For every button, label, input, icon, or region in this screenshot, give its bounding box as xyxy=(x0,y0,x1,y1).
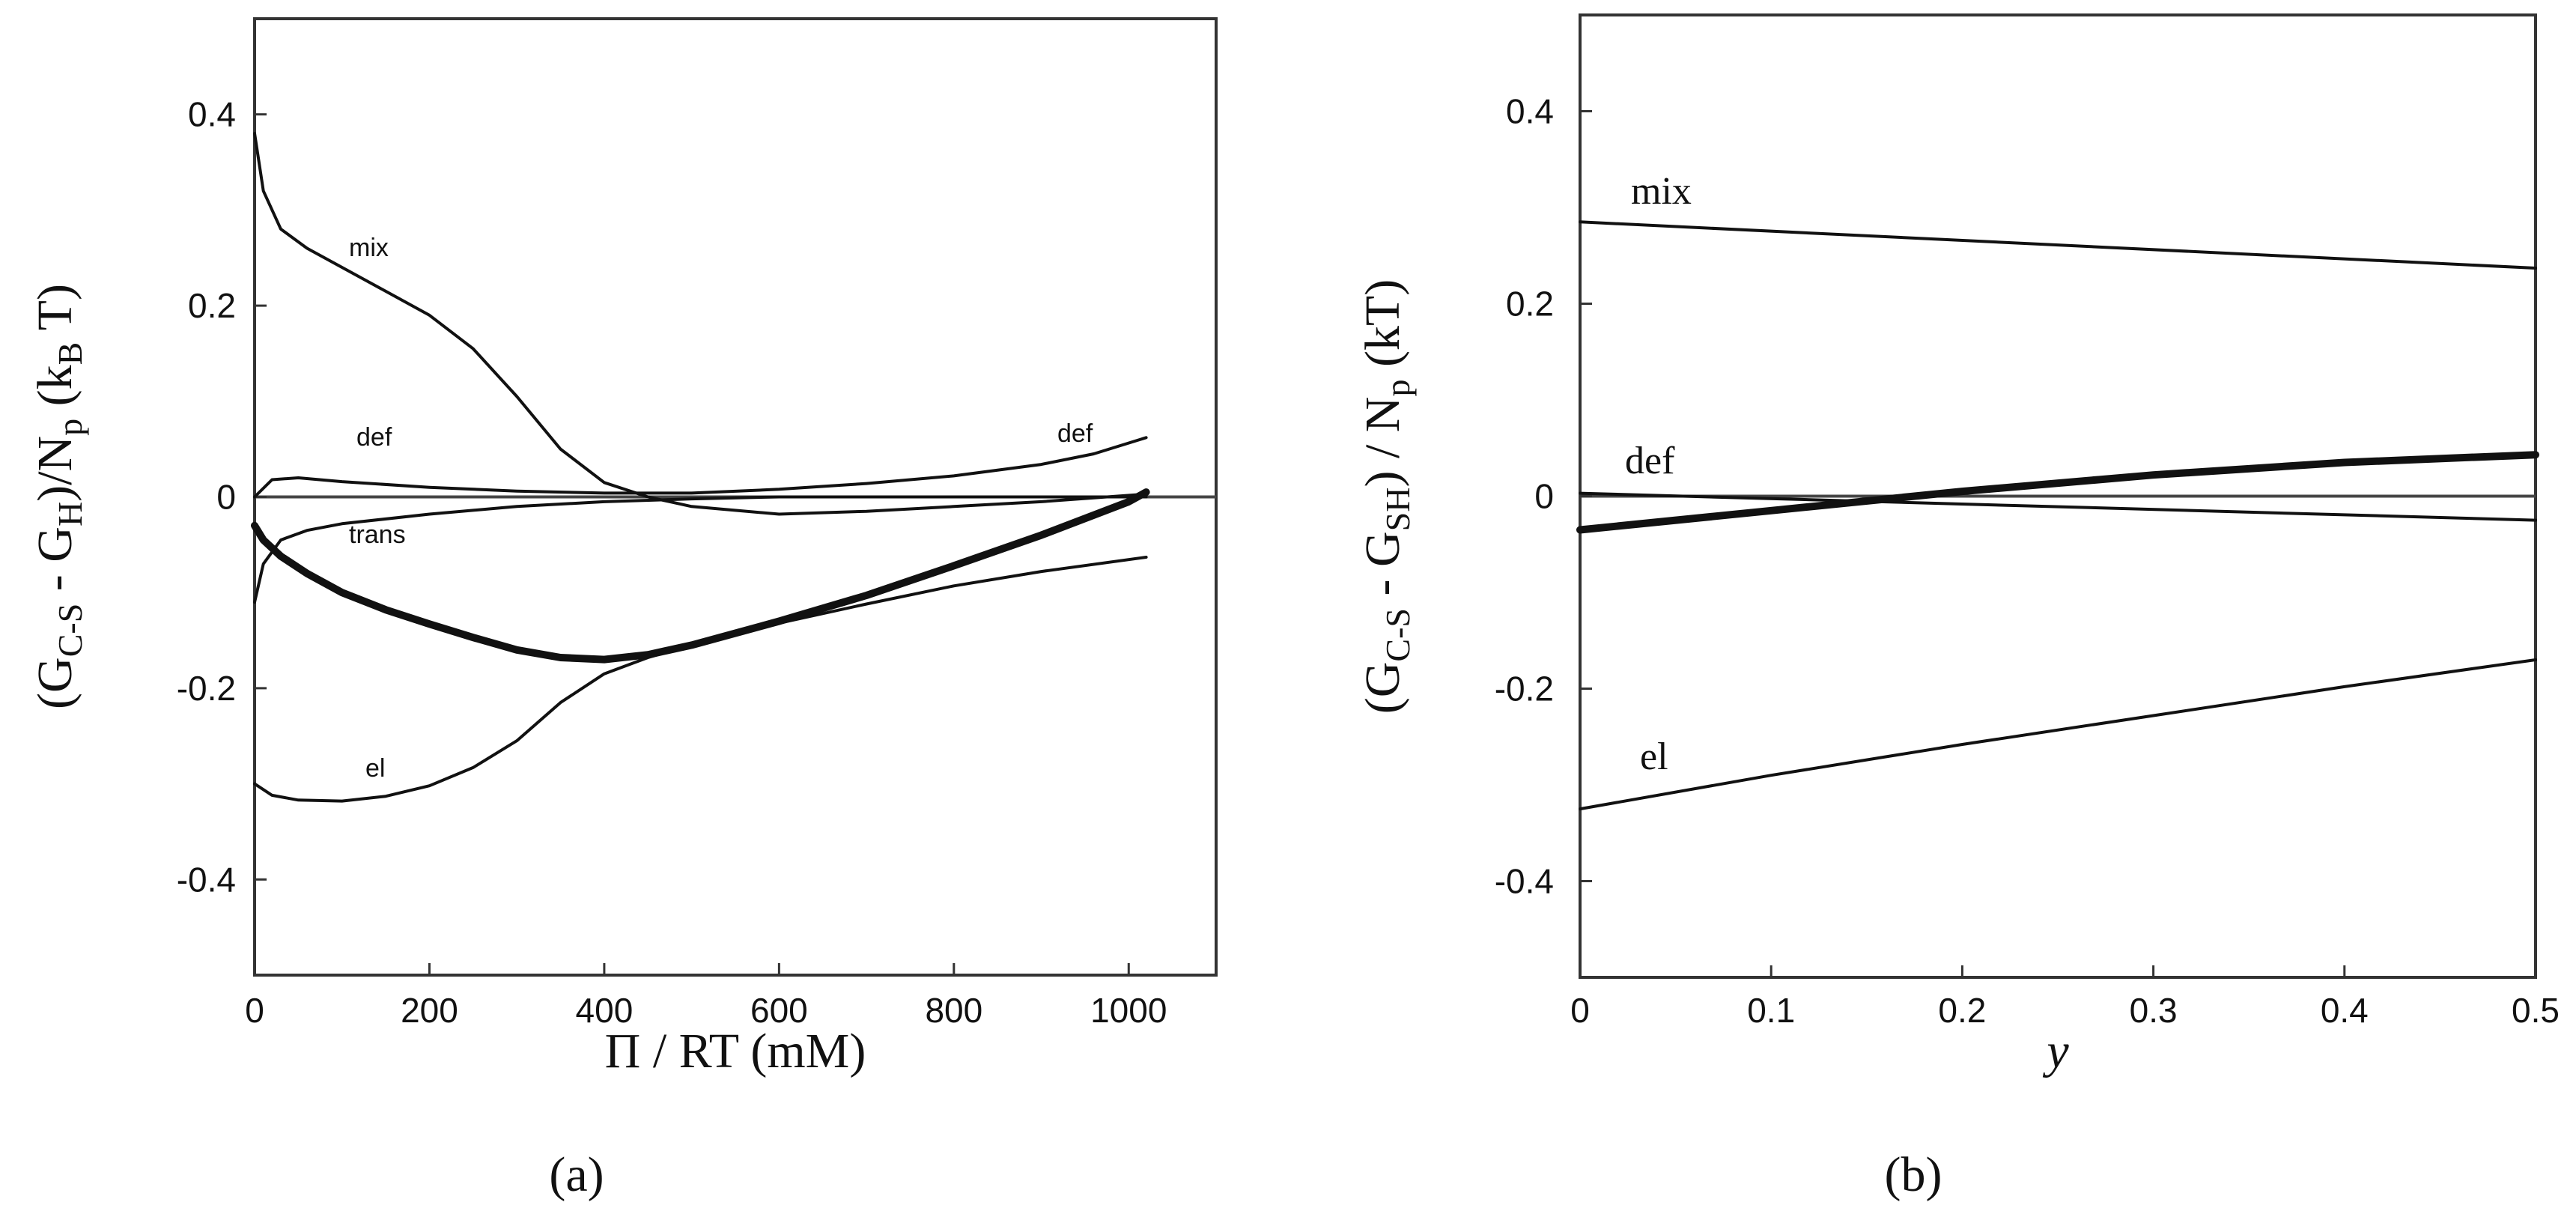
panel-b-label: (b) xyxy=(1885,1147,1942,1202)
panel-a-curve-el xyxy=(253,556,1148,803)
panel-b-x-axis-title: y xyxy=(2042,1024,2069,1078)
panel-b-x-tick-label: 0 xyxy=(1570,991,1590,1030)
panel-b-x-tick-label: 0.1 xyxy=(1747,991,1795,1030)
panel-a-curves xyxy=(251,132,1150,803)
panel-b-curve-el xyxy=(1579,658,2537,811)
panel-b-y-ticks: 0.4 0.2 0 -0.2 -0.4 xyxy=(1495,92,1592,901)
panel-a-x-tick-label: 0 xyxy=(245,991,264,1030)
panel-a-label-el: el xyxy=(365,754,385,783)
panel-a-label-trans: trans xyxy=(349,521,406,549)
panel-b-x-tick-label: 0.2 xyxy=(1938,991,1986,1030)
panel-a-y-tick-label: 0 xyxy=(216,478,236,517)
panel-b-curve-def xyxy=(1579,491,2537,522)
panel-b-y-tick-label: 0.2 xyxy=(1506,285,1554,324)
panel-a-y-tick-label: -0.2 xyxy=(177,669,236,708)
panel-a-curve-trans xyxy=(253,495,1148,604)
panel-a-x-ticks: 0 200 400 600 800 1000 xyxy=(245,963,1167,1030)
panel-a-y-tick-label: 0.2 xyxy=(188,286,236,325)
panel-a-y-ticks: 0.4 0.2 0 -0.2 -0.4 xyxy=(177,95,267,899)
panel-a-label-def-right: def xyxy=(1057,419,1093,448)
panel-b-y-tick-label: 0.4 xyxy=(1506,92,1554,131)
panel-b-label-mix: mix xyxy=(1631,170,1692,213)
panel-a-curve-mix xyxy=(253,132,1148,516)
panel-b-chart: 0.4 0.2 0 -0.2 -0.4 0 0.1 0.2 0.3 0.4 0.5 mix def… xyxy=(1355,13,2560,1202)
panel-b-label-def: def xyxy=(1625,440,1675,482)
panel-a-x-tick-label: 200 xyxy=(401,991,458,1030)
panel-a-x-tick-label: 1000 xyxy=(1090,991,1167,1030)
panel-a-label-mix: mix xyxy=(349,234,389,262)
panel-b-x-ticks: 0 0.1 0.2 0.3 0.4 0.5 xyxy=(1570,965,2560,1030)
panel-b-label-el: el xyxy=(1640,735,1668,778)
panel-b-curves xyxy=(1576,220,2539,811)
panel-a-label-def-left: def xyxy=(356,423,392,452)
panel-a-x-tick-label: 800 xyxy=(925,991,982,1030)
panel-b-y-tick-label: 0 xyxy=(1534,477,1554,516)
panel-b-x-tick-label: 0.3 xyxy=(2130,991,2178,1030)
panel-a-x-tick-label: 400 xyxy=(576,991,634,1030)
panel-b-x-tick-label: 0.4 xyxy=(2321,991,2369,1030)
panel-a-x-tick-label: 600 xyxy=(750,991,808,1030)
panel-a-curve-total xyxy=(251,488,1150,664)
panel-b-y-tick-label: -0.2 xyxy=(1495,670,1554,708)
panel-b-curve-mix xyxy=(1579,220,2537,270)
panel-b-x-tick-label: 0.5 xyxy=(2512,991,2560,1030)
panel-a-y-tick-label: 0.4 xyxy=(188,95,236,134)
panel-a-y-tick-label: -0.4 xyxy=(177,860,236,899)
panel-b-y-tick-label: -0.4 xyxy=(1495,862,1554,901)
panel-a-x-axis-title: Π / RT (mM) xyxy=(605,1024,866,1078)
panel-a-curve-def xyxy=(253,436,1148,499)
panel-b-curve-total xyxy=(1576,451,2539,534)
panel-a-label: (a) xyxy=(549,1147,604,1202)
